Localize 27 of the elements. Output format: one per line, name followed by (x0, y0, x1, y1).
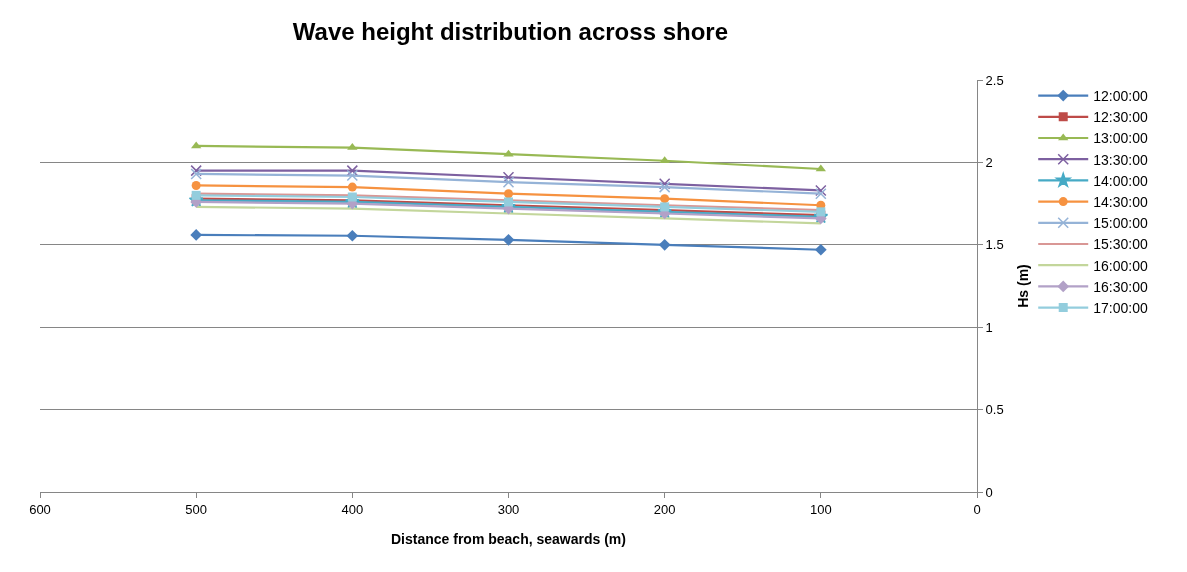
legend-label: 13:30:00 (1093, 151, 1148, 168)
legend-label: 12:00:00 (1093, 88, 1148, 105)
legend-label: 17:00:00 (1093, 300, 1148, 317)
legend-label: 15:00:00 (1093, 215, 1148, 232)
y-tick-label: 2 (985, 154, 993, 170)
x-axis-title: Distance from beach, seawards (m) (391, 531, 626, 547)
legend-label: 14:00:00 (1093, 172, 1148, 189)
x-tick-label: 200 (653, 501, 676, 517)
x-tick-label: 0 (973, 501, 981, 517)
x-tick-label: 300 (497, 501, 520, 517)
x-tick-label: 400 (341, 501, 364, 517)
y-tick-label: 1.5 (985, 237, 1004, 253)
x-tick-label: 600 (29, 501, 51, 517)
x-tick-label: 500 (185, 501, 208, 517)
y-tick-label: 1 (985, 319, 993, 335)
y-tick-label: 2.5 (985, 72, 1004, 88)
legend-label: 16:30:00 (1093, 278, 1148, 295)
legend-label: 13:00:00 (1093, 130, 1148, 147)
legend-label: 14:30:00 (1093, 194, 1148, 211)
legend-label: 16:00:00 (1093, 257, 1148, 274)
legend-label: 15:30:00 (1093, 236, 1148, 253)
legend-label: 12:30:00 (1093, 109, 1148, 126)
y-tick-label: 0.5 (985, 402, 1004, 418)
chart-title: Wave height distribution across shore (292, 17, 728, 45)
y-tick-label: 0 (985, 484, 993, 500)
x-tick-label: 100 (809, 501, 832, 517)
y-axis-title: Hs (m) (1014, 264, 1031, 308)
